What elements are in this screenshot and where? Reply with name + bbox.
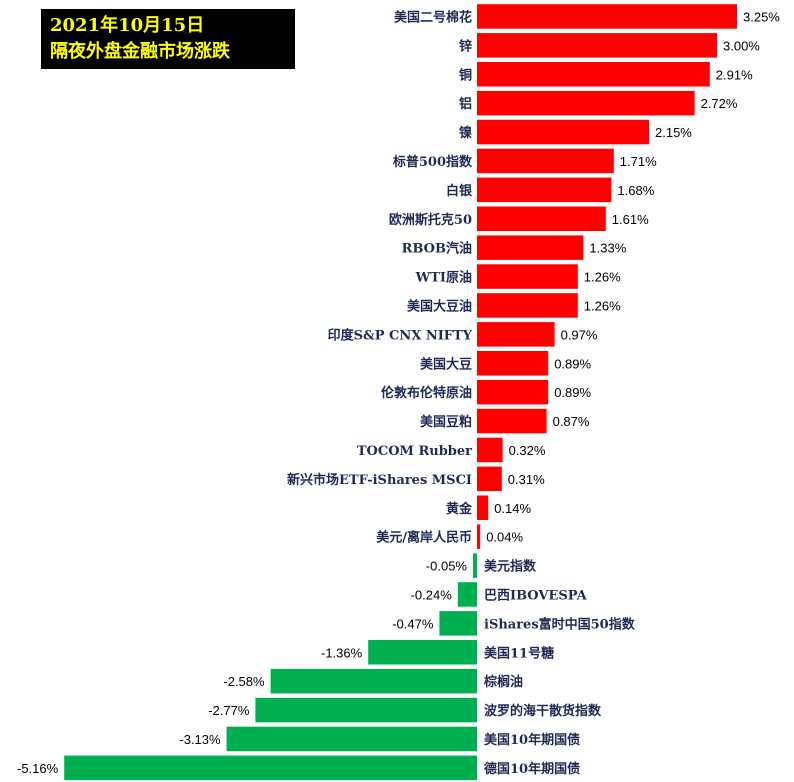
category-label: 欧洲斯托克50 (389, 212, 472, 228)
value-label: 1.68% (617, 183, 654, 198)
category-label: 棕榈油 (483, 674, 523, 690)
bar (477, 437, 503, 463)
bar (477, 177, 612, 203)
category-label: 美国二号棉花 (394, 9, 472, 25)
category-label: 铜 (458, 67, 472, 83)
bar (477, 379, 549, 405)
bar (473, 553, 477, 578)
category-label: 德国10年期国债 (484, 761, 580, 777)
bar (477, 235, 584, 260)
category-label: 铝 (459, 96, 472, 112)
value-label: 0.87% (553, 414, 590, 429)
value-label: -0.47% (392, 616, 434, 631)
category-label: 伦敦布伦特原油 (381, 385, 472, 401)
category-label: WTI原油 (415, 270, 472, 286)
bar (270, 668, 477, 694)
value-label: -3.13% (179, 732, 221, 747)
bar (226, 726, 477, 752)
category-label: 白银 (446, 183, 473, 199)
value-label: 1.33% (589, 241, 626, 256)
value-label: 2.91% (716, 67, 753, 82)
category-label: 新兴市场ETF-iShares MSCI (287, 472, 472, 488)
value-label: 0.89% (554, 385, 591, 400)
value-label: 0.04% (486, 530, 523, 545)
bar (477, 351, 549, 376)
value-label: 1.71% (620, 154, 657, 169)
value-label: 3.00% (723, 38, 760, 53)
category-label: 美国大豆油 (407, 298, 472, 314)
bar (439, 611, 477, 636)
value-label: 0.14% (494, 501, 531, 516)
value-label: 0.89% (554, 356, 591, 371)
category-label: 巴西IBOVESPA (484, 588, 588, 603)
chart-title-box: 2021年10月15日 隔夜外盘金融市场涨跌 (41, 9, 295, 69)
chart-title-date: 2021年10月15日 (50, 15, 205, 36)
bar (477, 524, 481, 549)
value-label: 0.97% (561, 327, 598, 342)
value-label: -0.24% (411, 587, 453, 602)
value-label: 2.72% (701, 96, 738, 111)
bar (477, 495, 489, 520)
bar (477, 119, 649, 145)
category-label: 美国10年期国债 (484, 732, 580, 748)
category-label: 美国豆粕 (420, 414, 472, 430)
bar (477, 408, 547, 434)
category-label: iShares富时中国50指数 (484, 616, 636, 632)
category-label: 美国大豆 (420, 356, 472, 372)
category-label: 锌 (459, 38, 472, 54)
category-label: 美国11号糖 (484, 645, 554, 661)
category-label: 美元/离岸人民币 (376, 530, 472, 546)
value-label: 1.26% (584, 270, 621, 285)
chart-title-text: 隔夜外盘金融市场涨跌 (50, 41, 230, 62)
bar (255, 697, 477, 723)
value-label: 2.15% (655, 125, 692, 140)
bar (477, 293, 578, 318)
category-label: RBOB汽油 (402, 241, 472, 257)
value-label: -0.05% (426, 559, 468, 574)
value-label: 1.26% (584, 298, 621, 313)
category-label: 镍 (459, 125, 472, 141)
bar (64, 755, 477, 781)
value-label: 3.25% (743, 9, 780, 24)
category-label: 波罗的海干散货指数 (484, 703, 602, 719)
bar (477, 33, 717, 58)
bar (477, 148, 614, 174)
bar (457, 582, 477, 607)
value-label: -2.77% (208, 703, 250, 718)
value-label: 1.61% (612, 212, 649, 227)
bar (477, 90, 695, 116)
value-label: -2.58% (223, 674, 265, 689)
category-label: 标普500指数 (392, 154, 473, 170)
category-label: 黄金 (446, 501, 473, 517)
bar (477, 322, 555, 347)
bar (477, 4, 737, 29)
value-label: -5.16% (17, 761, 59, 776)
bar (368, 640, 477, 665)
category-label: 印度S&P CNX NIFTY (328, 327, 473, 343)
bar (477, 206, 606, 231)
value-label: 0.32% (509, 443, 546, 458)
bar (477, 264, 578, 289)
value-label: 0.31% (508, 472, 545, 487)
category-label: TOCOM Rubber (357, 444, 472, 459)
bar (477, 62, 710, 87)
category-label: 美元指数 (484, 559, 537, 575)
bar (477, 466, 502, 492)
value-label: -1.36% (321, 645, 363, 660)
